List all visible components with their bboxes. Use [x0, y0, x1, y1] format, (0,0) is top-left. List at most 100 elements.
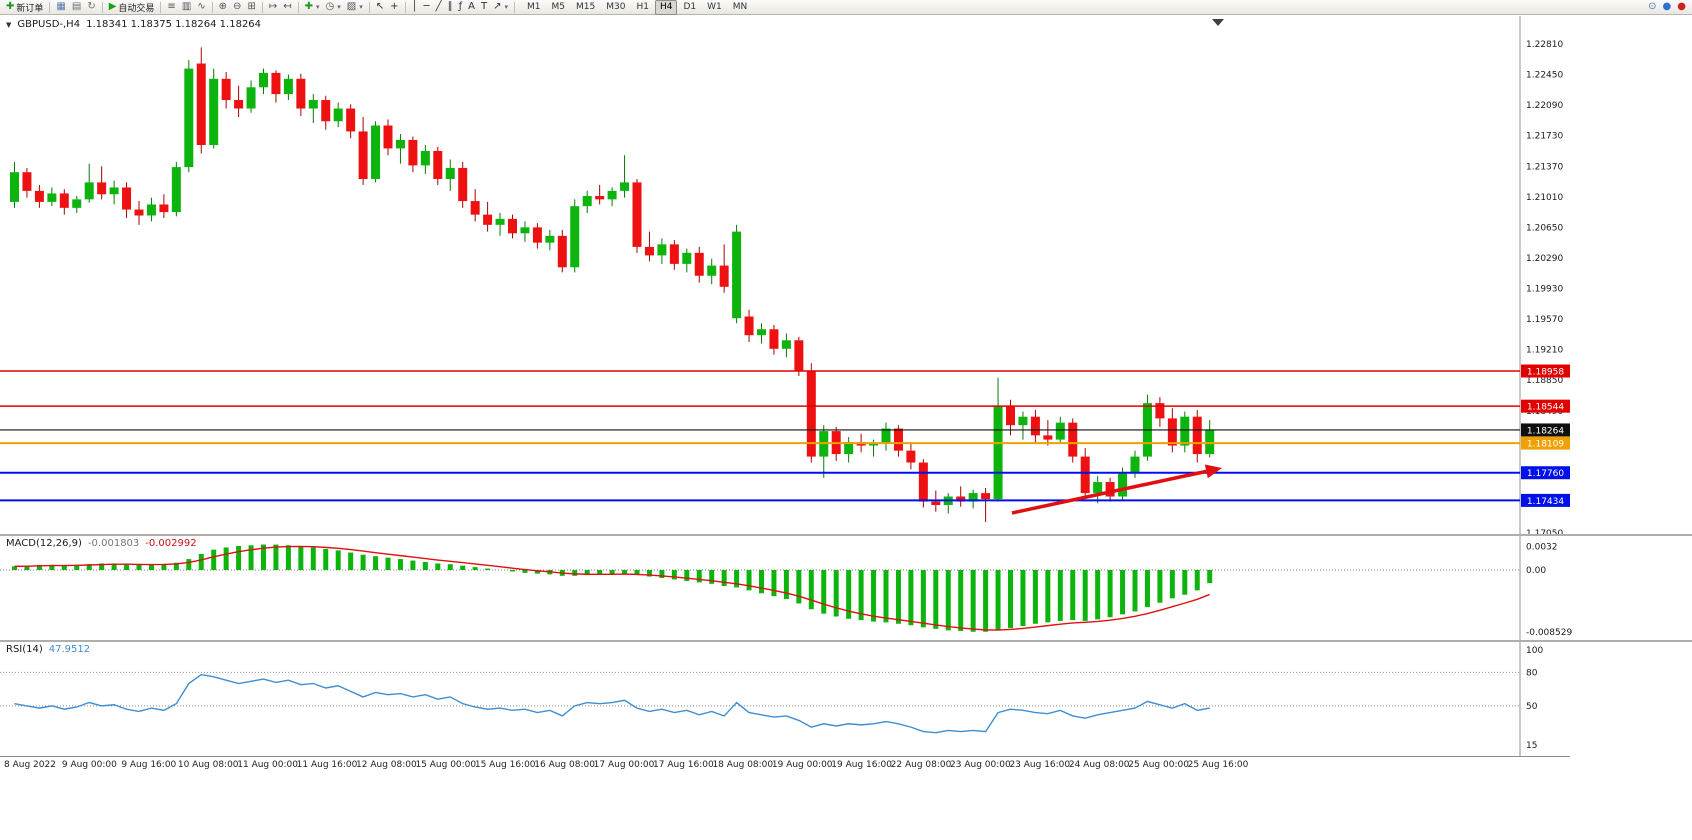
panel-splitter[interactable]: [0, 534, 1692, 536]
macd-signal-value: -0.002992: [145, 538, 197, 549]
price-axis-label: 1.21010: [1526, 193, 1563, 203]
price-axis-label: 1.22450: [1526, 71, 1563, 81]
timeframe-D1[interactable]: D1: [683, 1, 697, 12]
candle-body: [34, 190, 44, 202]
time-label: 11 Aug 00:00: [237, 760, 298, 770]
templates-icon[interactable]: ▨ ▾: [344, 0, 366, 14]
time-axis[interactable]: 8 Aug 2022 9 Aug 00:00 9 Aug 16:00 10 Aug 0…: [0, 756, 1570, 775]
channel-icon: ∥: [447, 1, 453, 12]
candle-body: [433, 150, 443, 179]
shift-marker-icon[interactable]: [1212, 19, 1224, 26]
candle-body: [918, 462, 928, 502]
crosshair-icon[interactable]: +: [387, 0, 401, 14]
timeframe-buttons: M1 M5 M15 M30 H1 H4 D1 W1 MN: [522, 0, 752, 15]
panel-splitter[interactable]: [0, 640, 1692, 642]
candle-body: [620, 182, 630, 191]
periods-icon[interactable]: ◷ ▾: [323, 0, 344, 14]
rsi-label: RSI(14) 47.9512: [6, 644, 90, 655]
alerts-icon[interactable]: ●: [1674, 0, 1689, 14]
candle-body: [881, 428, 891, 444]
time-label: 17 Aug 16:00: [653, 760, 714, 770]
bar-chart-icon[interactable]: ≡: [164, 0, 178, 14]
chart-collapse-icon[interactable]: ▼: [6, 20, 12, 29]
autotrade-icon: ▶: [108, 1, 117, 12]
timeframe-M15[interactable]: M15: [576, 1, 596, 12]
price-badge-label: 1.18544: [1527, 403, 1564, 413]
autotrade-button[interactable]: ▶ 自动交易: [106, 0, 158, 14]
toolbar-separator: [514, 1, 515, 13]
profiles-icon[interactable]: ▤: [69, 0, 84, 14]
indicators-icon[interactable]: ✚ ▾: [302, 0, 323, 14]
candle-body: [1192, 416, 1202, 455]
main-chart-canvas[interactable]: 1.22810 1.22450 1.22090 1.21730 1.21370 1.210…: [0, 16, 1692, 534]
rsi-line: [14, 673, 1210, 734]
candle-body: [72, 199, 82, 208]
dropdown-caret-icon[interactable]: ▾: [337, 3, 341, 11]
timeframe-M1[interactable]: M1: [527, 1, 541, 12]
line-chart-icon[interactable]: ∿: [194, 0, 208, 14]
timeframe-M5[interactable]: M5: [551, 1, 566, 12]
auto-scroll-icon[interactable]: ↦: [266, 0, 280, 14]
candle-body: [1043, 435, 1053, 440]
vertical-line-icon[interactable]: │: [409, 0, 421, 14]
candle-body: [483, 214, 493, 225]
candle-body: [993, 405, 1003, 500]
dropdown-caret-icon[interactable]: ▾: [359, 3, 363, 11]
timeframe-W1[interactable]: W1: [707, 1, 722, 12]
news-icon[interactable]: ●: [1660, 0, 1675, 14]
candle-body: [694, 252, 704, 276]
channel-icon[interactable]: ∥: [445, 0, 456, 14]
candle-body: [981, 493, 991, 500]
timeframe-H4[interactable]: H4: [654, 0, 678, 15]
crosshair-icon: +: [390, 1, 399, 12]
trend-arrow-line[interactable]: [1011, 469, 1207, 515]
timeframe-MN[interactable]: MN: [732, 1, 748, 12]
candle-body: [246, 87, 256, 109]
candle-body: [209, 78, 219, 146]
tile-windows-icon[interactable]: ⊞: [244, 0, 258, 14]
price-axis-label: 1.21370: [1526, 162, 1563, 172]
candlestick-icon[interactable]: ▥: [179, 0, 194, 14]
time-label: 16 Aug 08:00: [534, 760, 595, 770]
new-order-button[interactable]: ✚ 新订单: [3, 0, 46, 14]
timeframe-H1[interactable]: H1: [636, 1, 649, 12]
search-icon: ⊙: [1648, 1, 1657, 12]
candle-body: [371, 125, 381, 179]
candle-body: [508, 218, 517, 234]
shift-chart-icon[interactable]: ↤: [280, 0, 294, 14]
label-icon[interactable]: T: [478, 0, 490, 14]
fibonacci-icon[interactable]: ƒ: [456, 0, 466, 14]
search-icon[interactable]: ⊙: [1645, 0, 1659, 14]
time-label: 18 Aug 08:00: [712, 760, 774, 770]
cursor-icon[interactable]: ↖: [373, 0, 387, 14]
macd-chart-canvas[interactable]: 0.0032 0.00 -0.008529: [0, 536, 1692, 640]
dropdown-caret-icon[interactable]: ▾: [316, 3, 320, 11]
timeframe-M30[interactable]: M30: [606, 1, 626, 12]
candle-body: [408, 139, 418, 166]
horizontal-line-icon: ─: [423, 1, 430, 12]
zoom-out-icon[interactable]: ⊖: [230, 0, 244, 14]
trendline-icon[interactable]: ╱: [433, 0, 445, 14]
horizontal-line-icon[interactable]: ─: [421, 0, 433, 14]
price-axis-label: 1.19930: [1526, 285, 1563, 295]
candle-body: [906, 450, 916, 463]
refresh-icon[interactable]: ↻: [84, 0, 98, 14]
rsi-chart-canvas[interactable]: 100 80 50 15: [0, 642, 1692, 756]
candle-body: [22, 172, 32, 191]
candle-body: [84, 182, 94, 200]
candle-body: [806, 370, 816, 457]
candle-body: [794, 340, 804, 371]
candle-body: [520, 227, 530, 234]
zoom-in-icon[interactable]: ⊕: [216, 0, 230, 14]
candle-body: [669, 244, 679, 264]
text-icon[interactable]: A: [465, 0, 478, 14]
candle-body: [607, 190, 617, 200]
candle-body: [333, 108, 343, 122]
arrow-tools-icon[interactable]: ↗ ▾: [490, 0, 511, 14]
candle-body: [184, 68, 194, 168]
candle-body: [470, 201, 480, 215]
charts-grid-icon[interactable]: ▦: [53, 0, 68, 14]
dropdown-caret-icon[interactable]: ▾: [504, 3, 508, 11]
trend-arrow-head[interactable]: [1204, 464, 1222, 479]
rsi-scale-label: 50: [1526, 702, 1538, 712]
